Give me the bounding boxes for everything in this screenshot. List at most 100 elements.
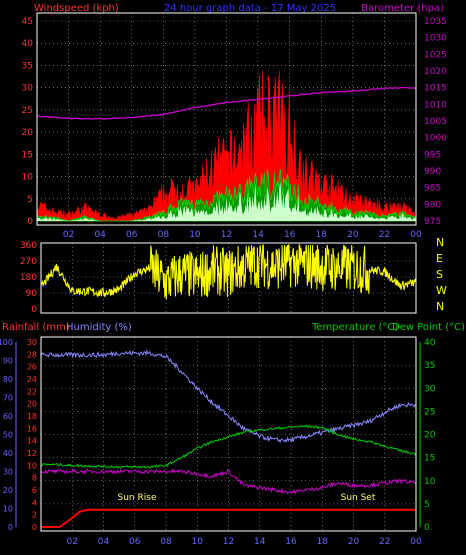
windspeed-axis-title: Windspeed (kph)	[34, 3, 119, 14]
direction-y-tick-label: 360	[20, 241, 37, 251]
compass-label: E	[436, 252, 443, 265]
rainfall-y-tick-label: 8	[32, 474, 37, 483]
temperature-y-tick-label: 20	[424, 431, 436, 441]
humidity-series	[40, 349, 417, 444]
humidity-y-tick-label: 100	[0, 338, 13, 347]
wind-x-tick-label: 20	[347, 230, 359, 240]
humidity-y-tick-label: 70	[3, 394, 13, 403]
wind-low-series	[37, 181, 416, 221]
wind-y-tick-label: 20	[22, 128, 34, 138]
humidity-y-tick-label: 80	[3, 375, 13, 384]
barometer-y-tick-label: 1035	[424, 17, 447, 27]
wind-direction-series	[40, 244, 417, 300]
rainfall-y-tick-label: 0	[32, 523, 37, 532]
temperature-y-tick-label: 5	[424, 500, 430, 510]
bottom-x-tick-label: 16	[285, 537, 297, 547]
temperature-axis-title: Temperature (°C)	[311, 322, 398, 333]
graph-title: 24 hour graph data - 17 May 2025	[164, 3, 336, 14]
wind-y-tick-label: 0	[27, 217, 33, 227]
wind-x-tick-label: 04	[94, 230, 106, 240]
barometer-y-tick-label: 980	[424, 200, 441, 210]
compass-label: N	[436, 236, 444, 249]
temperature-series	[40, 424, 417, 469]
bottom-x-tick-label: 08	[160, 537, 172, 547]
dewpoint-series	[40, 468, 417, 495]
wind-average-series	[36, 168, 417, 222]
bottom-x-tick-label: 02	[67, 537, 78, 547]
rainfall-y-tick-label: 2	[32, 511, 37, 520]
wind-y-tick-label: 10	[22, 173, 34, 183]
rainfall-y-tick-label: 4	[32, 498, 37, 507]
humidity-y-tick-label: 0	[8, 523, 13, 532]
temperature-y-tick-label: 25	[424, 407, 435, 417]
barometer-y-tick-label: 1010	[424, 100, 447, 110]
barometer-y-tick-label: 1005	[424, 117, 447, 127]
wind-x-tick-label: 00	[410, 230, 422, 240]
humidity-y-tick-label: 90	[3, 357, 13, 366]
rainfall-y-tick-label: 26	[27, 363, 37, 372]
rain-humidity-temperature-panel: 0102030405060708090100024681012141618202…	[0, 336, 436, 547]
barometer-axis-title: Barometer (hpa)	[361, 3, 444, 14]
wind-y-tick-label: 35	[22, 61, 33, 71]
barometer-y-tick-label: 1000	[424, 134, 447, 144]
rainfall-series	[41, 508, 416, 528]
bottom-x-tick-label: 14	[254, 537, 266, 547]
barometer-series	[36, 86, 417, 120]
barometer-y-tick-label: 990	[424, 167, 441, 177]
temperature-y-tick-label: 35	[424, 361, 435, 371]
humidity-y-tick-label: 10	[3, 505, 13, 514]
barometer-y-tick-label: 985	[424, 184, 441, 194]
wind-barometer-panel: 0510152025303540459759809859909951000100…	[22, 12, 447, 240]
barometer-y-tick-label: 975	[424, 217, 441, 227]
barometer-y-tick-label: 1030	[424, 34, 447, 44]
wind-x-tick-label: 18	[316, 230, 328, 240]
compass-label: W	[436, 284, 447, 297]
humidity-y-tick-label: 50	[3, 431, 13, 440]
wind-x-tick-label: 22	[379, 230, 390, 240]
rainfall-y-tick-label: 28	[27, 350, 37, 359]
wind-y-tick-label: 40	[22, 39, 34, 49]
wind-y-tick-label: 30	[22, 84, 34, 94]
humidity-y-tick-label: 40	[3, 449, 13, 458]
temperature-y-tick-label: 10	[424, 477, 436, 487]
temperature-y-tick-label: 0	[424, 523, 430, 533]
bottom-x-tick-label: 12	[223, 537, 234, 547]
barometer-y-tick-label: 1015	[424, 84, 447, 94]
sunrise-annotation: Sun Rise	[118, 493, 157, 503]
rainfall-y-tick-label: 20	[27, 400, 37, 409]
wind-y-tick-label: 45	[22, 17, 33, 27]
bottom-panel-frame	[40, 336, 417, 532]
rainfall-y-tick-label: 30	[27, 338, 37, 347]
wind-y-tick-label: 25	[22, 106, 33, 116]
rainfall-axis-title: Rainfall (mm)	[2, 322, 70, 333]
temperature-y-tick-label: 30	[424, 384, 436, 394]
wind-y-tick-label: 15	[22, 150, 33, 160]
direction-y-tick-label: 180	[20, 273, 37, 283]
bottom-x-tick-label: 10	[192, 537, 204, 547]
wind-x-tick-label: 06	[126, 230, 138, 240]
direction-y-tick-label: 90	[26, 289, 38, 299]
temperature-y-tick-label: 15	[424, 454, 435, 464]
humidity-y-tick-label: 60	[3, 412, 13, 421]
compass-label: N	[436, 300, 444, 313]
bottom-x-tick-label: 04	[98, 537, 110, 547]
wind-panel-frame	[36, 12, 417, 226]
direction-panel-frame	[40, 242, 417, 314]
rainfall-y-tick-label: 10	[27, 461, 37, 470]
wind-x-tick-label: 10	[189, 230, 201, 240]
bottom-x-tick-label: 18	[317, 537, 329, 547]
wind-x-tick-label: 08	[158, 230, 170, 240]
bottom-x-tick-label: 22	[379, 537, 390, 547]
barometer-y-tick-label: 995	[424, 150, 441, 160]
humidity-y-tick-label: 30	[3, 468, 13, 477]
dewpoint-axis-title: Dew Point (°C)	[392, 322, 465, 333]
humidity-y-tick-label: 20	[3, 486, 13, 495]
rainfall-y-tick-label: 14	[27, 437, 37, 446]
wind-y-tick-label: 5	[27, 195, 33, 205]
rainfall-y-tick-label: 22	[27, 387, 37, 396]
rainfall-y-tick-label: 18	[27, 412, 37, 421]
rainfall-y-tick-label: 24	[27, 375, 37, 384]
barometer-y-tick-label: 1020	[424, 67, 447, 77]
